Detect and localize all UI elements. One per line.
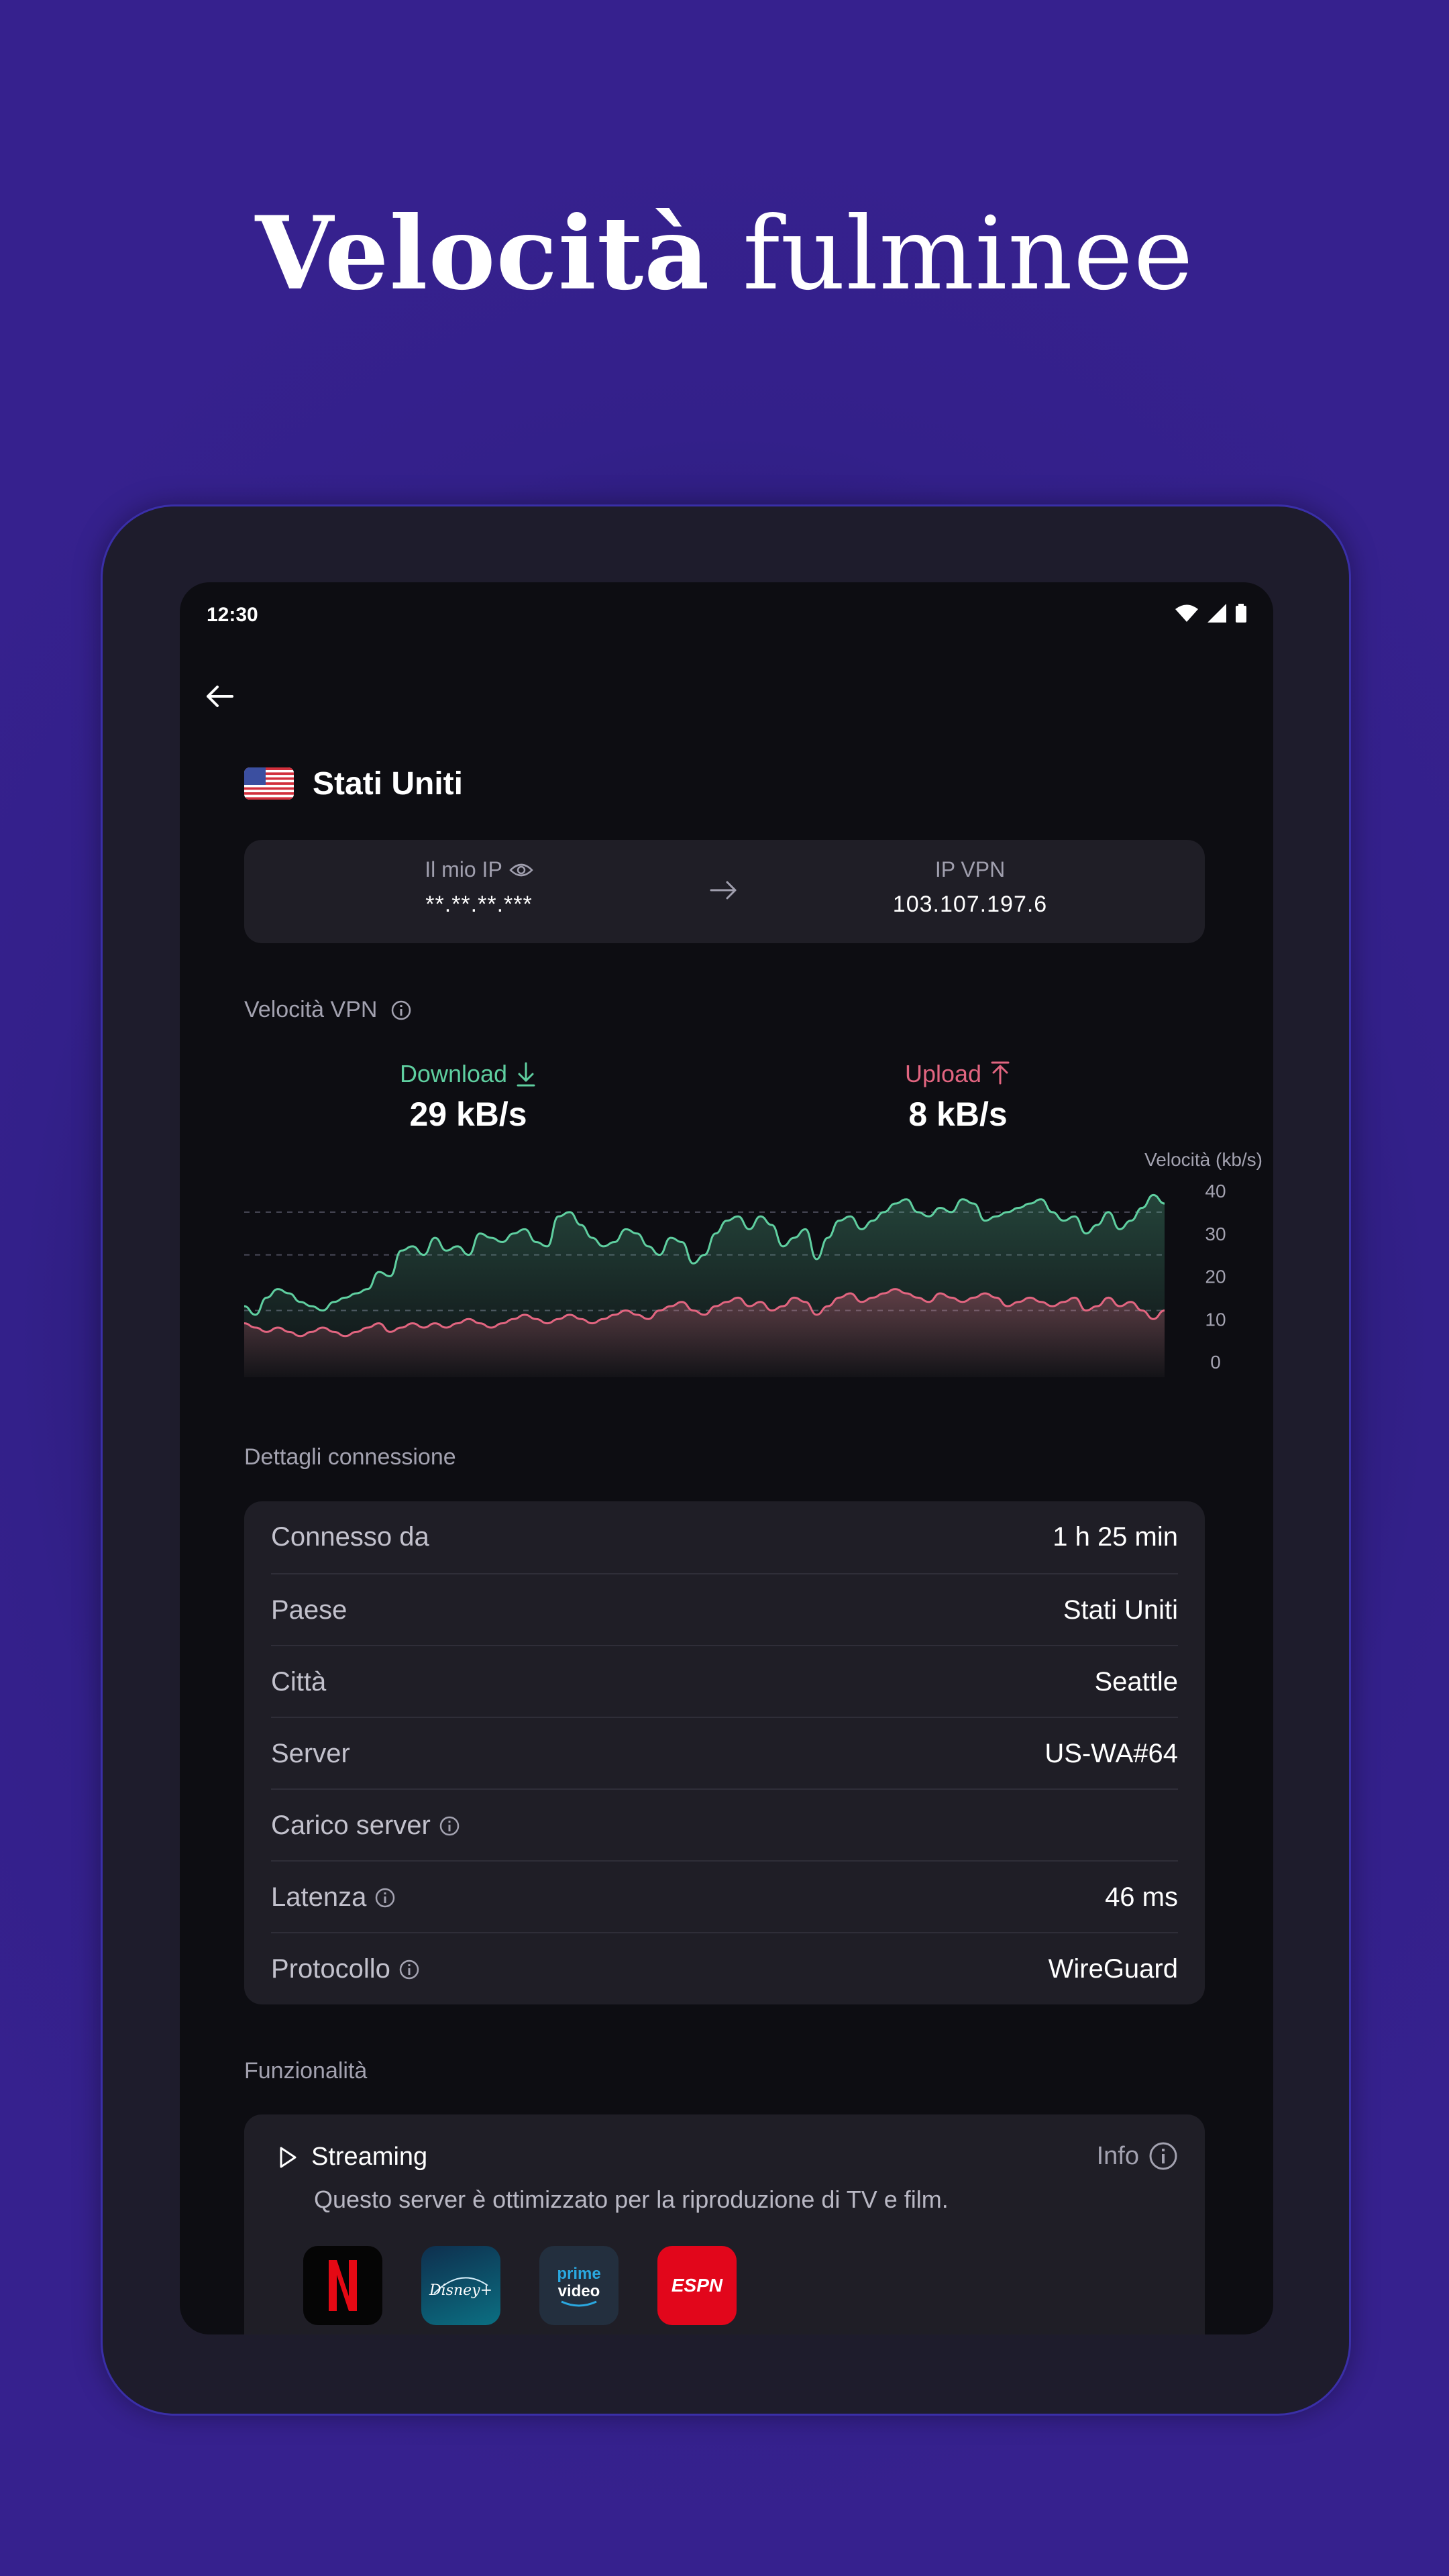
- upload-label: Upload: [904, 1060, 982, 1087]
- detail-label: Server: [271, 1739, 350, 1768]
- my-ip: Il mio IP **.**.**.***: [311, 857, 647, 918]
- download-series-line: [244, 1193, 1165, 1316]
- speed-section-title: Velocità VPN: [244, 997, 1205, 1023]
- country-header: Stati Uniti: [244, 760, 1205, 807]
- headline-bold: Velocità: [255, 195, 710, 313]
- details-title: Dettagli connessione: [244, 1444, 456, 1470]
- detail-label: Città: [271, 1667, 327, 1697]
- country-name: Stati Uniti: [313, 765, 463, 802]
- vpn-ip: IP VPN 103.107.197.6: [802, 857, 1138, 918]
- info-icon[interactable]: [398, 1959, 420, 1980]
- detail-row-latency: Latenza 46 ms: [271, 1860, 1178, 1933]
- play-icon: [280, 2147, 297, 2167]
- status-bar: 12:30: [207, 604, 1246, 637]
- device-screen: 12:30: [180, 582, 1273, 2334]
- tablet-frame: 12:30: [101, 504, 1351, 2416]
- download-label: Download: [399, 1060, 508, 1087]
- detail-value: US-WA#64: [1044, 1739, 1178, 1768]
- detail-value: 1 h 25 min: [1053, 1522, 1178, 1552]
- detail-row-server-load: Carico server: [271, 1788, 1178, 1862]
- details-card: Connesso da 1 h 25 min Paese Stati Uniti…: [244, 1501, 1205, 2004]
- detail-row-city: Città Seattle: [271, 1645, 1178, 1718]
- upload-value: 8 kB/s: [908, 1095, 1008, 1133]
- svg-text:Disney+: Disney+: [429, 2282, 492, 2299]
- info-icon[interactable]: [439, 1815, 460, 1837]
- info-icon: [1149, 2142, 1177, 2170]
- prime-video-logo: prime video: [539, 2246, 619, 2325]
- detail-value: Seattle: [1094, 1667, 1178, 1697]
- svg-text:video: video: [558, 2282, 600, 2300]
- y-tick-label: 0: [1210, 1352, 1221, 1373]
- speed-title: Velocità VPN: [244, 997, 378, 1022]
- headline: Velocità fulminee: [0, 195, 1449, 313]
- info-icon[interactable]: [390, 1000, 412, 1021]
- eye-icon[interactable]: [509, 862, 533, 878]
- us-flag: [244, 767, 294, 800]
- signal-icon: [1208, 604, 1226, 623]
- speed-chart: 40 30 20 10 0 Velocità (kb/s): [244, 1149, 1263, 1377]
- features-title: Funzionalità: [244, 2058, 368, 2084]
- info-icon[interactable]: [374, 1887, 396, 1909]
- y-tick-label: 30: [1205, 1224, 1226, 1244]
- svg-text:prime: prime: [557, 2265, 600, 2283]
- my-ip-label: Il mio IP: [425, 857, 502, 881]
- detail-value: 46 ms: [1105, 1882, 1178, 1912]
- streaming-feature-card[interactable]: Streaming Info Questo server è ottimizza…: [244, 2114, 1205, 2334]
- detail-row-server: Server US-WA#64: [271, 1717, 1178, 1790]
- y-tick-label: 10: [1205, 1309, 1226, 1330]
- detail-row-connected: Connesso da 1 h 25 min: [271, 1501, 1178, 1573]
- netflix-logo: [303, 2246, 382, 2325]
- detail-label: Connesso da: [271, 1522, 429, 1552]
- detail-value: WireGuard: [1048, 1954, 1178, 1984]
- detail-label: Carico server: [271, 1811, 431, 1840]
- vpn-ip-label: IP VPN: [934, 857, 1006, 881]
- download-value: 29 kB/s: [409, 1095, 527, 1133]
- battery-icon: [1236, 604, 1246, 623]
- headline-light: fulminee: [743, 196, 1194, 313]
- detail-label: Paese: [271, 1595, 347, 1625]
- detail-label: Protocollo: [271, 1954, 390, 1984]
- espn-logo: ESPN: [657, 2246, 737, 2325]
- streaming-description: Questo server è ottimizzato per la ripro…: [314, 2186, 949, 2213]
- detail-value: Stati Uniti: [1063, 1595, 1178, 1625]
- y-tick-label: 20: [1205, 1267, 1226, 1287]
- download-speed: Download 29 kB/s: [267, 1060, 669, 1134]
- streaming-title: Streaming: [311, 2143, 428, 2171]
- arrow-left-icon[interactable]: [200, 676, 240, 716]
- arrow-right-icon: [710, 881, 737, 900]
- upload-area: [244, 1289, 1165, 1377]
- arrow-up-icon: [991, 1061, 1010, 1085]
- detail-row-protocol: Protocollo WireGuard: [271, 1932, 1178, 2005]
- info-label: Info: [1096, 2141, 1139, 2170]
- upload-series-line: [244, 1288, 1165, 1338]
- svg-text:ESPN: ESPN: [672, 2275, 723, 2296]
- upload-speed: Upload 8 kB/s: [757, 1060, 1159, 1134]
- streaming-info-button[interactable]: Info: [1097, 2141, 1178, 2171]
- disney-plus-logo: Disney+: [421, 2246, 500, 2325]
- wifi-icon: [1175, 604, 1198, 622]
- chart-ylabel: Velocità (kb/s): [1144, 1149, 1263, 1170]
- detail-label: Latenza: [271, 1882, 367, 1912]
- ip-card: Il mio IP **.**.**.*** IP VPN 103.107.19…: [244, 840, 1205, 943]
- arrow-down-icon: [517, 1062, 535, 1087]
- status-time: 12:30: [207, 604, 258, 626]
- detail-row-country: Paese Stati Uniti: [271, 1573, 1178, 1646]
- my-ip-value: **.**.**.***: [425, 892, 533, 917]
- vpn-ip-value: 103.107.197.6: [892, 892, 1048, 917]
- y-tick-label: 40: [1205, 1181, 1226, 1201]
